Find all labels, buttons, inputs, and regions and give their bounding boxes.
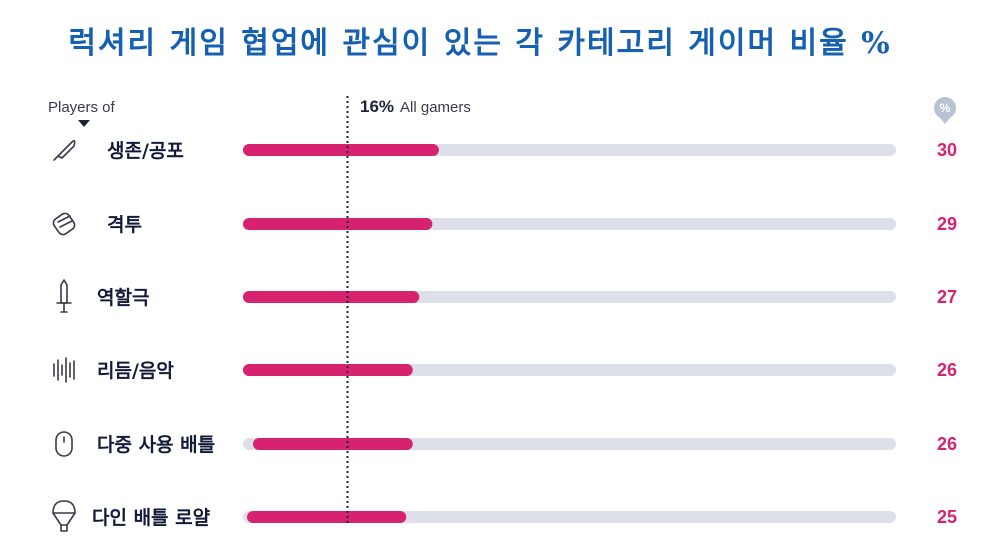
parachute-icon	[52, 500, 76, 514]
value-label: 29	[937, 214, 957, 234]
bar[interactable]	[243, 364, 413, 376]
fist-icon	[57, 215, 73, 228]
value-label: 26	[937, 434, 957, 454]
average-text: All gamers	[400, 99, 471, 116]
category-label: 다중 사용 배틀	[97, 434, 215, 456]
knife-icon	[53, 139, 76, 161]
value-label: 27	[937, 287, 957, 307]
value-label: 25	[937, 507, 957, 527]
value-label: 30	[937, 140, 957, 160]
sword-icon	[56, 302, 72, 313]
category-label: 역할극	[97, 286, 149, 309]
category-label: 리듬/음악	[97, 360, 174, 382]
category-label: 격투	[107, 214, 142, 236]
percent-badge-icon: %	[934, 97, 956, 119]
value-label: 26	[937, 360, 957, 380]
bar-track	[243, 511, 896, 523]
mouse-icon	[55, 431, 73, 457]
chart-title: 럭셔리 게임 협업에 관심이 있는 각 카테고리 게이머 비율 %	[68, 26, 892, 61]
bar[interactable]	[243, 291, 420, 303]
sword-icon	[60, 279, 68, 304]
average-label: 16% All gamers	[360, 97, 471, 117]
percent-badge-tail	[940, 118, 950, 124]
bar[interactable]	[243, 144, 439, 156]
sort-caret-icon[interactable]	[78, 120, 90, 127]
category-label: 다인 배틀 로얄	[92, 507, 211, 529]
average-value: 16%	[360, 97, 395, 116]
parachute-icon	[60, 524, 68, 532]
parachute-icon	[52, 512, 76, 526]
category-label: 생존/공포	[107, 140, 184, 162]
players-of-label: Players of	[48, 99, 115, 116]
fist-icon	[52, 212, 76, 236]
bar[interactable]	[243, 218, 433, 230]
bar[interactable]	[253, 438, 413, 450]
bar[interactable]	[247, 511, 407, 523]
